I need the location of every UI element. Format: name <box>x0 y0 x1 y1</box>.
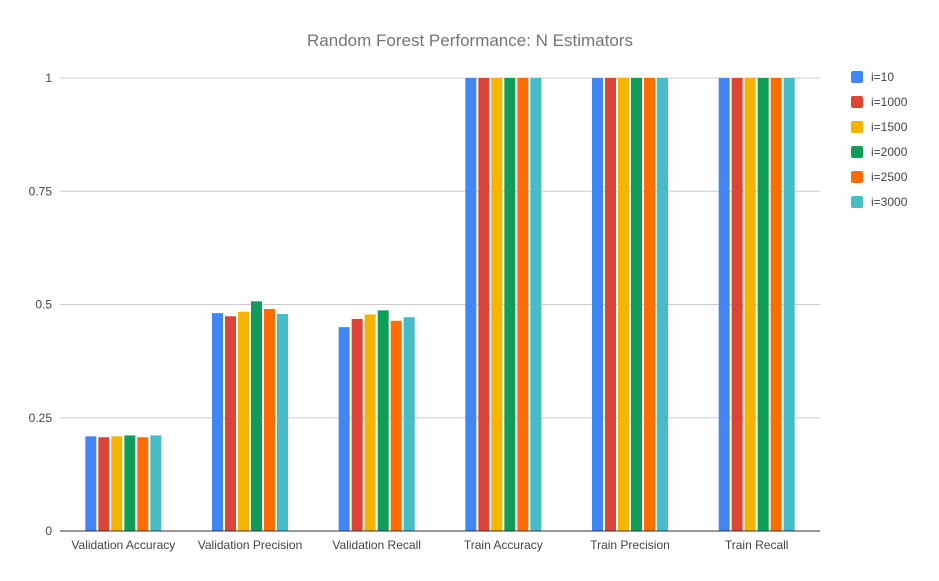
bar-i-1000-0 <box>98 437 110 531</box>
bar-i-10-4 <box>592 78 603 531</box>
category-label: Train Accuracy <box>464 538 543 552</box>
legend-item[interactable]: i=2500 <box>851 170 908 184</box>
legend-item[interactable]: i=1500 <box>851 120 908 134</box>
bar-i-1000-3 <box>478 78 490 531</box>
legend-label: i=1000 <box>871 95 908 109</box>
bar-i-10-5 <box>718 78 730 531</box>
legend-swatch <box>851 121 863 133</box>
bar-i-3000-3 <box>530 78 542 531</box>
bar-i-10-1 <box>212 313 223 531</box>
bar-i-1000-5 <box>731 78 743 531</box>
bar-i-1500-0 <box>111 436 123 531</box>
bar-i-2500-4 <box>644 78 655 531</box>
legend-swatch <box>851 96 863 108</box>
bar-i-10-3 <box>465 78 477 531</box>
bar-i-1000-2 <box>351 318 363 531</box>
bars <box>85 78 795 531</box>
y-tick-label: 0.75 <box>29 184 53 198</box>
bar-i-1500-2 <box>364 314 376 531</box>
bar-i-1500-3 <box>491 78 503 531</box>
legend-item[interactable]: i=1000 <box>851 95 908 109</box>
bar-i-2500-1 <box>264 309 275 531</box>
legend-label: i=2000 <box>871 145 908 159</box>
bar-i-1500-4 <box>618 78 629 531</box>
bar-i-3000-0 <box>150 435 162 531</box>
legend-item[interactable]: i=3000 <box>851 195 908 209</box>
legend-swatch <box>851 171 863 183</box>
legend-swatch <box>851 146 863 158</box>
category-label: Train Recall <box>725 538 789 552</box>
legend-item[interactable]: i=2000 <box>851 145 908 159</box>
bar-i-10-2 <box>338 327 350 531</box>
bar-i-2000-2 <box>377 310 389 531</box>
category-label: Validation Accuracy <box>71 538 175 552</box>
y-axis-ticks: 0 0.25 0.5 0.75 1 <box>29 71 53 538</box>
legend-label: i=3000 <box>871 195 908 209</box>
chart-title: Random Forest Performance: N Estimators <box>307 31 633 50</box>
y-tick-label: 1 <box>45 71 52 85</box>
grid-lines <box>60 77 820 419</box>
legend[interactable]: i=10 i=1000 i=1500 i=2000 i=2500 i=3000 <box>851 70 908 209</box>
bar-i-2000-1 <box>251 301 262 531</box>
category-label: Validation Precision <box>198 538 303 552</box>
y-tick-label: 0.25 <box>29 411 53 425</box>
bar-i-10-0 <box>85 436 97 531</box>
category-labels: Validation Accuracy Validation Precision V… <box>71 538 788 552</box>
bar-i-2000-5 <box>757 78 769 531</box>
bar-i-1000-1 <box>225 316 236 531</box>
bar-i-1500-1 <box>238 311 249 531</box>
bar-i-2500-5 <box>770 78 782 531</box>
legend-label: i=1500 <box>871 120 908 134</box>
bar-i-2000-4 <box>631 78 642 531</box>
legend-item[interactable]: i=10 <box>851 70 894 84</box>
legend-label: i=2500 <box>871 170 908 184</box>
legend-label: i=10 <box>871 70 894 84</box>
category-label: Train Precision <box>590 538 670 552</box>
legend-swatch <box>851 71 863 83</box>
legend-swatch <box>851 196 863 208</box>
y-tick-label: 0 <box>45 524 52 538</box>
bar-i-3000-2 <box>403 317 415 531</box>
bar-i-1000-4 <box>605 78 616 531</box>
bar-i-3000-1 <box>277 314 288 531</box>
bar-i-2500-3 <box>517 78 529 531</box>
bar-i-1500-5 <box>744 78 756 531</box>
bar-i-3000-4 <box>657 78 668 531</box>
bar-i-2000-3 <box>504 78 516 531</box>
bar-i-2500-2 <box>390 320 402 531</box>
bar-i-3000-5 <box>783 78 795 531</box>
bar-i-2000-0 <box>124 435 136 531</box>
y-tick-label: 0.5 <box>35 298 52 312</box>
category-label: Validation Recall <box>332 538 421 552</box>
bar-i-2500-0 <box>137 437 149 531</box>
